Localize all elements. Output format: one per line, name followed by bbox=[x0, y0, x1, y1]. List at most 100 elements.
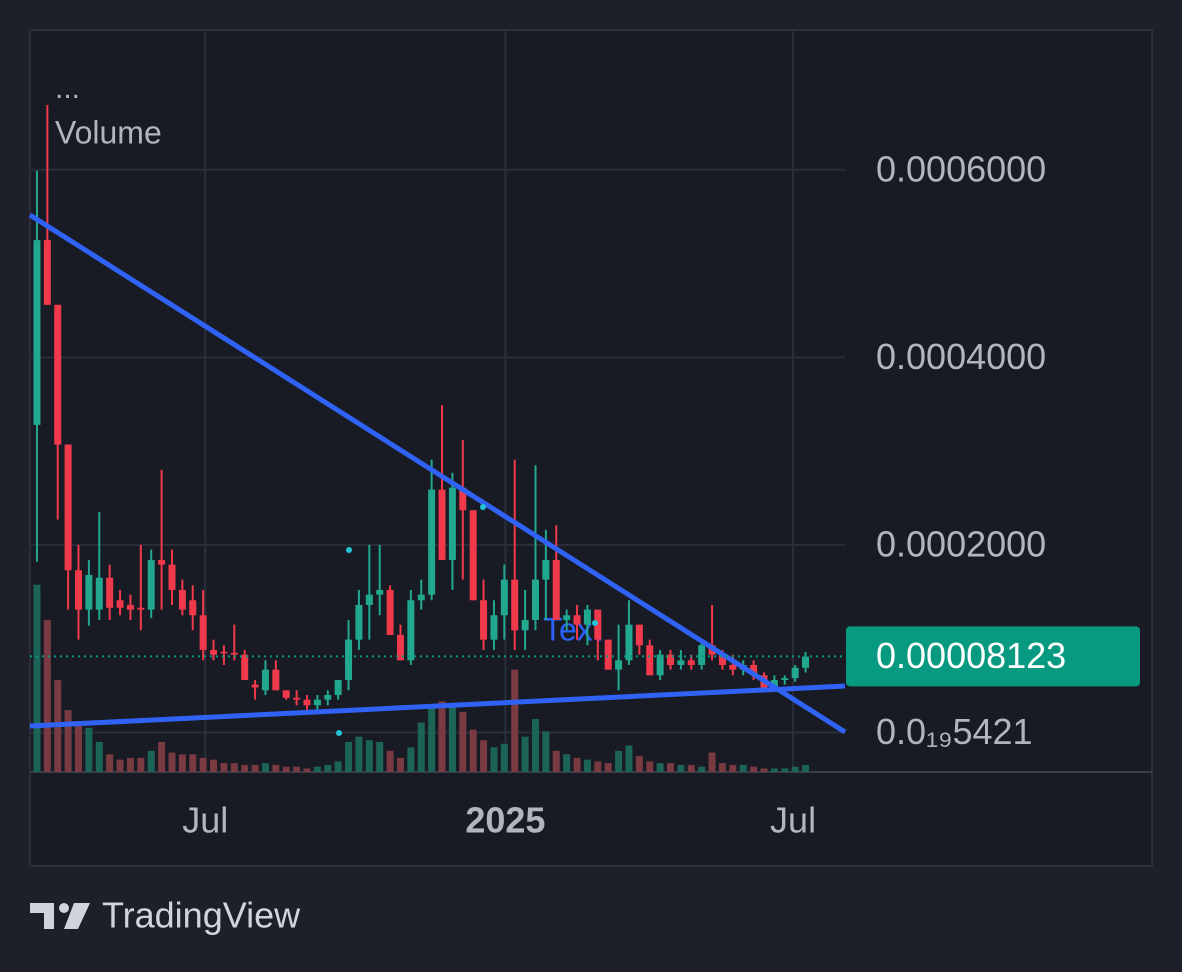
brand-logo bbox=[30, 903, 90, 929]
candle-body bbox=[583, 609, 591, 625]
candle-body bbox=[687, 660, 695, 665]
candle-body bbox=[480, 600, 488, 640]
volume-bar bbox=[469, 729, 477, 772]
marker-dot bbox=[592, 620, 598, 626]
candle-body bbox=[646, 645, 654, 676]
volume-bar bbox=[791, 766, 799, 772]
volume-bar bbox=[500, 743, 508, 772]
volume-bar bbox=[417, 722, 425, 772]
volume-bar bbox=[781, 768, 789, 772]
volume-bar bbox=[210, 759, 218, 772]
volume-bar bbox=[594, 761, 602, 772]
volume-bar bbox=[168, 752, 176, 772]
candle-body bbox=[210, 649, 218, 655]
volume-bar bbox=[178, 754, 186, 772]
volume-bar bbox=[770, 768, 778, 772]
candle-body bbox=[178, 589, 186, 610]
volume-bar bbox=[158, 741, 166, 772]
candle-body bbox=[656, 654, 664, 676]
volume-bar bbox=[64, 710, 72, 772]
volume-bar bbox=[521, 736, 529, 772]
candle-body bbox=[272, 669, 280, 691]
candle-body bbox=[365, 594, 373, 605]
volume-bar bbox=[583, 759, 591, 772]
volume-legend: Volume bbox=[55, 114, 162, 150]
candle-body bbox=[241, 654, 249, 680]
x-tick-label: Jul bbox=[770, 800, 816, 841]
last-price-box bbox=[846, 626, 1140, 687]
volume-bar bbox=[760, 768, 768, 772]
volume-bar bbox=[376, 741, 384, 772]
price-axis: 0.0006000 0.0004000 0.0002000 0.0₁₉5421 Jul 2… bbox=[30, 148, 1140, 841]
candle-body bbox=[729, 664, 737, 670]
legend-dots: ... bbox=[55, 72, 80, 105]
y-tick-label: 0.0002000 bbox=[876, 523, 1046, 564]
volume-bar bbox=[729, 764, 737, 772]
candle-body bbox=[459, 487, 467, 511]
volume-bar bbox=[230, 763, 238, 772]
volume-bar bbox=[189, 754, 197, 772]
candle-body bbox=[303, 699, 311, 706]
candle-body bbox=[417, 594, 425, 601]
candle-body bbox=[718, 654, 726, 665]
last-price-label: 0.00008123 bbox=[876, 635, 1066, 676]
candle-body bbox=[313, 699, 321, 706]
volume-bar bbox=[625, 745, 633, 772]
candle-body bbox=[469, 510, 477, 601]
candle-body bbox=[490, 615, 498, 640]
volume-bar bbox=[604, 763, 612, 772]
volume-bar bbox=[355, 736, 363, 772]
candle-body bbox=[106, 577, 114, 608]
candle-body bbox=[126, 604, 134, 610]
candle-body bbox=[625, 624, 633, 661]
trend-line bbox=[28, 212, 847, 735]
volume-bar bbox=[438, 701, 446, 772]
candles bbox=[33, 105, 810, 711]
candle-body bbox=[33, 240, 41, 425]
candle-body bbox=[791, 667, 799, 679]
brand-name: TradingView bbox=[102, 895, 301, 936]
candle-body bbox=[531, 579, 539, 620]
candle-body bbox=[355, 604, 363, 640]
x-tick-label: 2025 bbox=[465, 800, 545, 841]
volume-bar bbox=[646, 761, 654, 772]
candle-body bbox=[396, 634, 404, 661]
marker-dot bbox=[336, 730, 342, 736]
volume-bar bbox=[552, 750, 560, 772]
candle-body bbox=[667, 654, 675, 665]
candle-body bbox=[615, 660, 623, 670]
x-tick-label: Jul bbox=[182, 800, 228, 841]
candle-body bbox=[594, 609, 602, 640]
volume-bar bbox=[313, 766, 321, 772]
volume-bar bbox=[334, 761, 342, 772]
candle-body bbox=[43, 240, 51, 305]
candle-body bbox=[770, 679, 778, 688]
volume-bar bbox=[261, 763, 269, 772]
volume-bar bbox=[241, 764, 249, 772]
candle-body bbox=[573, 615, 581, 625]
logo-part bbox=[64, 903, 90, 929]
volume-bar bbox=[199, 757, 207, 772]
volume-bar bbox=[708, 752, 716, 772]
candle-body bbox=[147, 559, 155, 610]
volume-bar bbox=[615, 750, 623, 772]
candle-body bbox=[75, 570, 83, 610]
candle-body bbox=[230, 652, 238, 655]
candle-body bbox=[802, 656, 810, 668]
volume-bar bbox=[365, 740, 373, 772]
volume-bar bbox=[106, 754, 114, 772]
candle-body bbox=[345, 639, 353, 680]
volume-bar bbox=[573, 757, 581, 772]
volume-bar bbox=[324, 764, 332, 772]
volume-bar bbox=[750, 766, 758, 772]
candle-body bbox=[85, 574, 93, 610]
volume-bar bbox=[459, 711, 467, 772]
candle-body bbox=[324, 694, 332, 700]
volume-bar bbox=[428, 706, 436, 772]
volume-bar bbox=[345, 741, 353, 772]
volume-bar bbox=[531, 719, 539, 772]
volume-bar bbox=[75, 722, 83, 772]
candle-body bbox=[168, 564, 176, 590]
candle-body bbox=[604, 639, 612, 670]
